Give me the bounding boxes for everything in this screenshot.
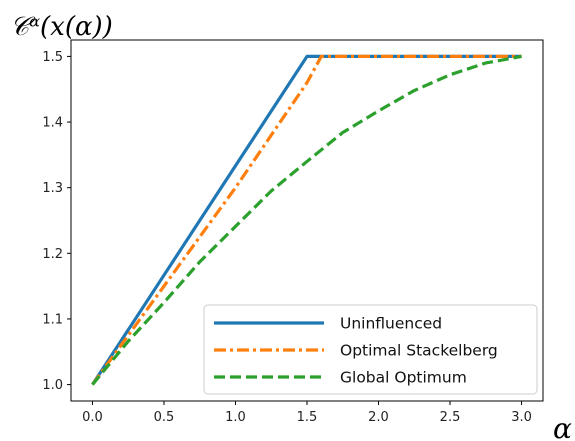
x-tick-label: 2.5 (440, 410, 461, 425)
series-lines (91, 54, 522, 386)
x-tick-label: 2.0 (368, 410, 389, 425)
series-line-2 (91, 54, 522, 386)
x-tick-label: 1.0 (225, 410, 246, 425)
legend: Uninfluenced Optimal Stackelberg Global Op… (203, 304, 538, 395)
series-line-1 (91, 54, 522, 386)
y-tick-label: 1.1 (42, 312, 63, 327)
y-tick-label: 1.2 (42, 247, 63, 262)
y-tick-label: 1.3 (42, 181, 63, 196)
y-tick-label: 1.4 (42, 116, 63, 131)
y-tick-label: 1.0 (42, 378, 63, 393)
x-axis-label: α (553, 412, 572, 441)
y-tick-label: 1.5 (42, 50, 63, 65)
x-tick-label: 0.5 (154, 410, 175, 425)
plot-frame (70, 39, 544, 402)
legend-label-1: Optimal Stackelberg (340, 342, 498, 360)
legend-label-2: Global Optimum (340, 369, 467, 387)
x-tick-label: 3.0 (511, 410, 532, 425)
y-axis-label: 𝒞ᵅ(x(α)) (10, 12, 113, 42)
legend-label-0: Uninfluenced (340, 315, 442, 333)
x-tick-label: 1.5 (297, 410, 318, 425)
x-tick-label: 0.0 (82, 410, 103, 425)
axis-ticks: 0.0 0.5 1.0 1.5 2.0 2.5 3.0 1.0 1.1 1.2 1.3 1.4 1.5 (42, 50, 532, 425)
legend-box (203, 304, 538, 395)
